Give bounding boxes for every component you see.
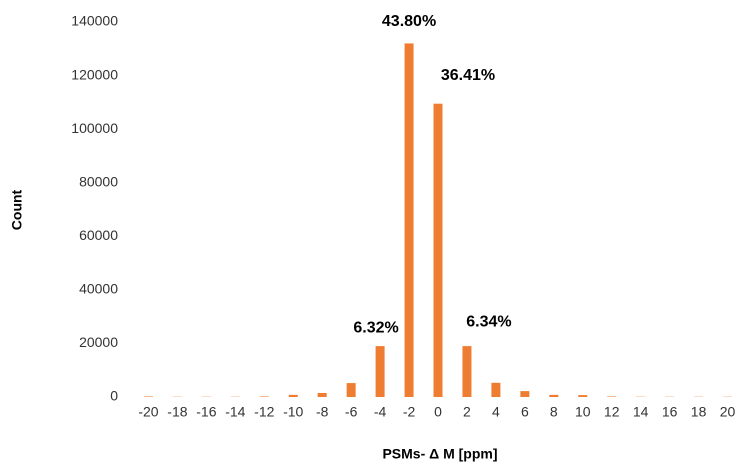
- data-label: 36.41%: [441, 67, 495, 84]
- y-tick-label: 120000: [71, 66, 118, 82]
- data-label: 43.80%: [382, 13, 436, 30]
- bar: [491, 383, 500, 397]
- data-label: 6.34%: [466, 313, 511, 330]
- bar: [376, 346, 385, 397]
- y-tick-label: 140000: [71, 13, 118, 29]
- x-tick-label: -12: [254, 404, 274, 420]
- x-tick-label: 12: [604, 404, 620, 420]
- x-tick-label: -14: [225, 404, 245, 420]
- x-tick-label: 0: [434, 404, 442, 420]
- x-tick-label: 14: [633, 404, 649, 420]
- x-tick-label: -16: [196, 404, 216, 420]
- bar: [462, 346, 471, 397]
- x-tick-label: -4: [374, 404, 387, 420]
- bar: [318, 393, 327, 397]
- bar: [260, 396, 269, 397]
- y-axis-title: Count: [9, 189, 25, 230]
- y-tick-label: 60000: [79, 227, 118, 243]
- bar: [607, 396, 616, 397]
- x-tick-label: -6: [345, 404, 358, 420]
- x-tick-label: -18: [167, 404, 187, 420]
- bar: [434, 104, 443, 397]
- y-tick-label: 80000: [79, 173, 118, 189]
- x-tick-label: -8: [316, 404, 329, 420]
- bar: [578, 395, 587, 397]
- data-label: 6.32%: [353, 319, 398, 336]
- x-tick-label: 18: [691, 404, 707, 420]
- x-tick-label: 16: [662, 404, 678, 420]
- bar: [144, 396, 153, 397]
- x-tick-label: -20: [138, 404, 158, 420]
- x-tick-label: 8: [550, 404, 558, 420]
- x-tick-label: 4: [492, 404, 500, 420]
- x-tick-label: 2: [463, 404, 471, 420]
- y-tick-label: 100000: [71, 120, 118, 136]
- y-tick-label: 20000: [79, 334, 118, 350]
- x-tick-label: -2: [403, 404, 416, 420]
- x-tick-label: 10: [575, 404, 591, 420]
- bar: [405, 43, 414, 397]
- bar: [289, 395, 298, 397]
- x-axis-title: PSMs- Δ M [ppm]: [382, 446, 497, 462]
- y-tick-label: 40000: [79, 281, 118, 297]
- bar: [520, 391, 529, 397]
- x-tick-label: 6: [521, 404, 529, 420]
- bar: [549, 395, 558, 397]
- bar: [347, 383, 356, 397]
- x-tick-label: 20: [720, 404, 736, 420]
- x-tick-label: -10: [283, 404, 303, 420]
- y-tick-label: 0: [110, 388, 118, 404]
